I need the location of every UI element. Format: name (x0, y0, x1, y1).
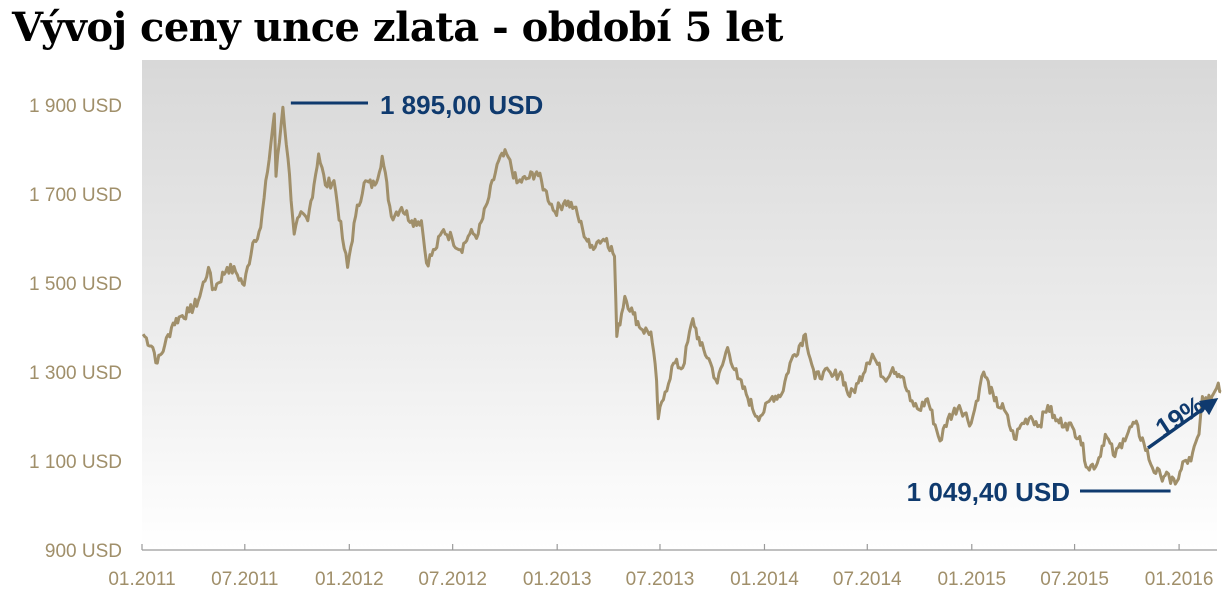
x-tick-label: 07.2011 (211, 569, 278, 590)
x-tick-label: 01.2014 (730, 569, 799, 590)
series-line (141, 105, 1222, 486)
x-tick-label: 07.2015 (1040, 569, 1109, 590)
y-tick-label: 1 300 USD (29, 363, 122, 384)
x-tick-label: 07.2014 (833, 569, 902, 590)
x-axis: 01.2011 07.2011 01.2012 07.2012 01.2013 07.20… (108, 544, 1217, 590)
min-annotation-label: 1 049,40 USD (907, 477, 1070, 507)
y-axis: 900 USD 1 100 USD 1 300 USD 1 500 USD 1 700 … (29, 96, 122, 562)
x-tick-label: 01.2011 (108, 569, 175, 590)
chart-title: Vývoj ceny unce zlata - období 5 let (12, 4, 783, 51)
x-tick-label: 07.2013 (626, 569, 695, 590)
y-tick-label: 900 USD (45, 541, 122, 562)
x-tick-label: 01.2012 (315, 569, 384, 590)
x-tick-label: 01.2013 (523, 569, 592, 590)
x-tick-label: 01.2016 (1145, 569, 1214, 590)
y-tick-label: 1 700 USD (29, 185, 122, 206)
y-tick-label: 1 900 USD (29, 96, 122, 117)
y-tick-label: 1 100 USD (29, 452, 122, 473)
max-annotation-label: 1 895,00 USD (380, 90, 543, 120)
growth-arrow (1146, 397, 1219, 450)
series-layer (141, 105, 1222, 486)
plot-background (142, 60, 1217, 550)
y-tick-label: 1 500 USD (29, 274, 122, 295)
x-tick-label: 07.2012 (418, 569, 487, 590)
x-tick-label: 01.2015 (937, 569, 1006, 590)
